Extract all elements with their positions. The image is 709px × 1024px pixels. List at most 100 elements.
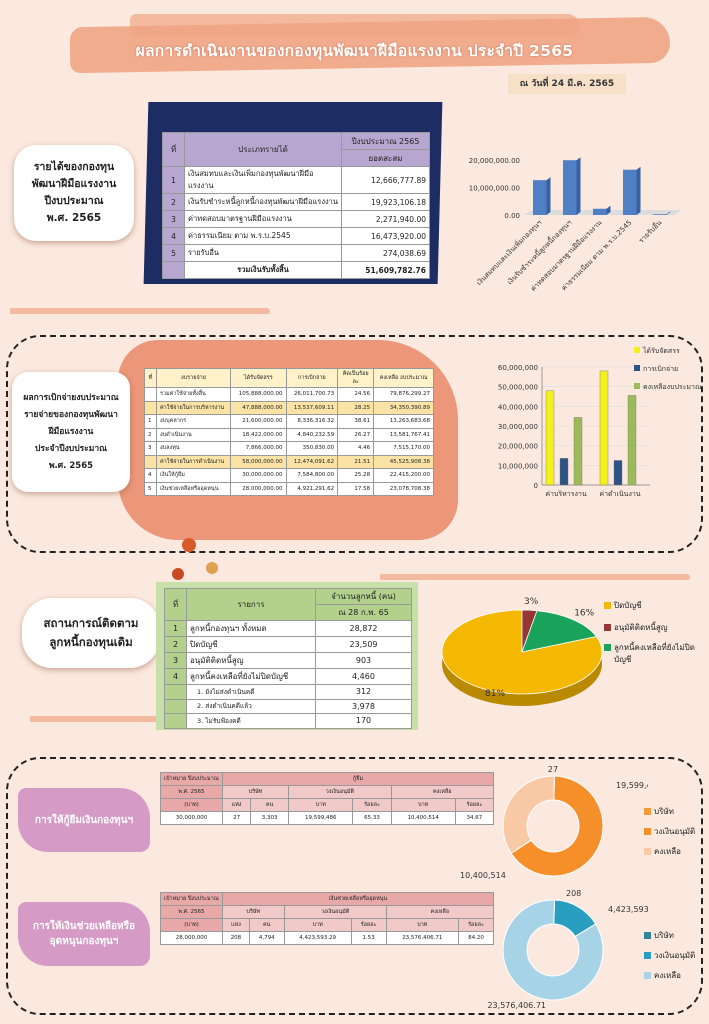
- table-row: 3 ค่าทดสอบมาตรฐานฝีมือแรงงาน 2,271,940.00: [162, 210, 430, 228]
- table-row: 2 ปิดบัญชี 23,509: [164, 636, 412, 653]
- debtors-col-date: ณ 28 ก.พ. 65: [315, 604, 412, 621]
- debtors-bubble-line: ลูกหนี้กองทุนเดิม: [49, 635, 133, 649]
- cell: 4,423,593.29: [283, 931, 352, 945]
- legend-swatch: [634, 347, 640, 353]
- row-value: 2,271,940.00: [341, 210, 430, 228]
- row-value: 170: [315, 713, 412, 729]
- table-row: 1 เงินสมทบและเงินเพิ่มกองทุนพัฒนาฝีมือแรง…: [162, 166, 430, 194]
- loans-unit: ร้อยละ: [352, 798, 392, 812]
- legend-label: คงเหลืองบประมาณ: [643, 383, 702, 391]
- row-value: 903: [315, 652, 412, 669]
- pie-slice: [521, 610, 598, 653]
- cell: 28,000,000: [160, 931, 223, 945]
- grants-donut-chart: 208 4,423,593.29 23,576,406.71: [487, 889, 648, 1010]
- total-row: รวมเงินรับทั้งสิ้น 51,609,782.76: [162, 261, 430, 279]
- budget-cell: ค่าใช้จ่ายในการบริหารงาน: [156, 400, 231, 415]
- budget-cell: [144, 400, 157, 415]
- legend-swatch: [604, 644, 611, 651]
- income-bubble: รายได้ของกองทุน พัฒนาฝีมือแรงงาน ปีงบประ…: [14, 145, 134, 241]
- divider-brush-1: [10, 308, 270, 314]
- legend-label: คงเหลือ: [654, 846, 681, 856]
- debtors-col-no: ที่: [164, 588, 187, 621]
- budget-cell: งบลงทุน: [156, 441, 231, 456]
- legend-label: ได้รับจัดสรร: [642, 346, 680, 355]
- table-row: 4 ค่าธรรมเนียม ตาม พ.ร.บ.2545 16,473,920.0…: [162, 227, 430, 245]
- grants-col-target: เป้าหมาย ปีงบประมาณ: [160, 892, 223, 906]
- legend-swatch: [644, 951, 651, 959]
- table-row: 1 งบบุคลากร 21,600,000.00 8,336,316.32 38.61…: [144, 414, 434, 429]
- budget-cell: 8,336,316.32: [285, 414, 339, 429]
- budget-cell: 13,263,683.68: [373, 414, 434, 429]
- income-bubble-line: พัฒนาฝีมือแรงงาน: [31, 178, 117, 190]
- legend-label: วงเงินอนุมัติ: [654, 950, 696, 960]
- budget-bubble-line: รายจ่ายของกองทุนพัฒนา: [24, 409, 118, 420]
- row-item: รายรับอื่น: [184, 244, 342, 262]
- grants-label: การให้เงินช่วยเหลือหรืออุดหนุนกองทุนฯ: [18, 902, 150, 966]
- header-brush-2: [130, 14, 580, 36]
- row-item: ลูกหนี้คงเหลือที่ยังไม่ปิดบัญชี: [186, 668, 316, 685]
- total-value: 51,609,782.76: [341, 261, 430, 279]
- bar: [559, 458, 569, 486]
- bar: [533, 180, 547, 215]
- y-tick-label: 20,000,000.00: [469, 157, 520, 165]
- table-row: 2. ส่งดำเนินคดีแล้ว 3,978: [164, 698, 412, 714]
- row-value: 4,460: [315, 668, 412, 685]
- budget-cell: 350,830.00: [285, 441, 339, 456]
- budget-section-border: [6, 335, 703, 553]
- legend-label: คงเหลือ: [654, 970, 681, 980]
- budget-cell: งบดำเนินงาน: [156, 427, 231, 442]
- grants-unit: บาท: [283, 918, 352, 932]
- page-title: ผลการดำเนินงานของกองทุนพัฒนาฝีมือแรงงาน …: [135, 42, 574, 60]
- divider-brush-2: [380, 574, 690, 580]
- loans-unit: บาท: [390, 798, 456, 812]
- row-value: 12,666,777.89: [341, 166, 430, 194]
- loans-unit: ร้อยละ: [454, 798, 495, 812]
- debtors-col-item: รายการ: [186, 588, 316, 621]
- table-row: 28,000,000 208 4,794 4,423,593.29 1.53 2…: [160, 931, 494, 945]
- row-value: 23,509: [315, 636, 412, 653]
- legend-label: อนุมัติติดหนี้สูญ: [614, 622, 668, 632]
- budget-cell: 79,876,299.27: [373, 387, 434, 402]
- row-value: 3,978: [315, 698, 412, 714]
- data-label: 23,576,406.71: [487, 1001, 546, 1010]
- legend-item: อนุมัติติดหนี้สูญ: [604, 620, 706, 634]
- budget-col: การเบิกจ่าย: [285, 368, 339, 388]
- grants-unit: แห่ง: [222, 918, 250, 932]
- table-row: 4 เงินให้กู้ยืม 30,000,000.00 7,584,800.00 2…: [144, 468, 434, 483]
- budget-cell: 26.27: [337, 427, 375, 442]
- data-label: 27: [548, 765, 558, 774]
- bar: [563, 160, 577, 215]
- budget-cell: 2: [144, 427, 157, 442]
- bar-side: [666, 211, 671, 215]
- grants-unit: คน: [248, 918, 285, 932]
- row-no: 4: [164, 668, 187, 685]
- donut-slice: [502, 899, 604, 1001]
- loans-col-sub: วงเงินอนุมัติ: [288, 785, 392, 799]
- total-label: รวมเงินรับทั้งสิ้น: [184, 261, 342, 279]
- legend-item: วงเงินอนุมัติ: [644, 948, 706, 962]
- budget-bubble-line: ผลการเบิกจ่ายงบประมาณ: [23, 392, 119, 403]
- loans-col-target: (บาท): [160, 798, 223, 812]
- budget-cell: 1: [144, 414, 157, 429]
- budget-cell: 21.51: [337, 454, 375, 469]
- legend-swatch: [644, 807, 651, 815]
- budget-cell: 17.58: [337, 481, 375, 496]
- budget-cell: 38.61: [337, 414, 375, 429]
- y-tick-label: 0.00: [504, 212, 520, 220]
- budget-col: คงเหลือ งบประมาณ: [373, 368, 434, 388]
- budget-cell: 7,866,000.00: [230, 441, 287, 456]
- budget-cell: 28,000,000.00: [230, 481, 287, 496]
- debtors-bubble-line: สถานการณ์ติดตาม: [43, 616, 139, 630]
- data-label: 4,423,593.29: [608, 905, 648, 914]
- row-no: 4: [162, 227, 185, 245]
- legend-item: บริษัท: [644, 928, 706, 942]
- table-row: 2 งบดำเนินงาน 18,422,000.00 4,840,232.59 26.…: [144, 427, 434, 442]
- legend-swatch: [634, 365, 640, 371]
- row-no: 1: [164, 620, 187, 637]
- budget-col: คิดเป็นร้อยละ: [337, 368, 375, 388]
- legend-label: วงเงินอนุมัติ: [654, 826, 696, 836]
- income-bubble-line: รายได้ของกองทุน: [33, 161, 115, 173]
- legend-item: ปิดบัญชี: [604, 598, 706, 612]
- row-no: 3: [164, 652, 187, 669]
- y-tick-label: 30,000,000: [498, 423, 538, 431]
